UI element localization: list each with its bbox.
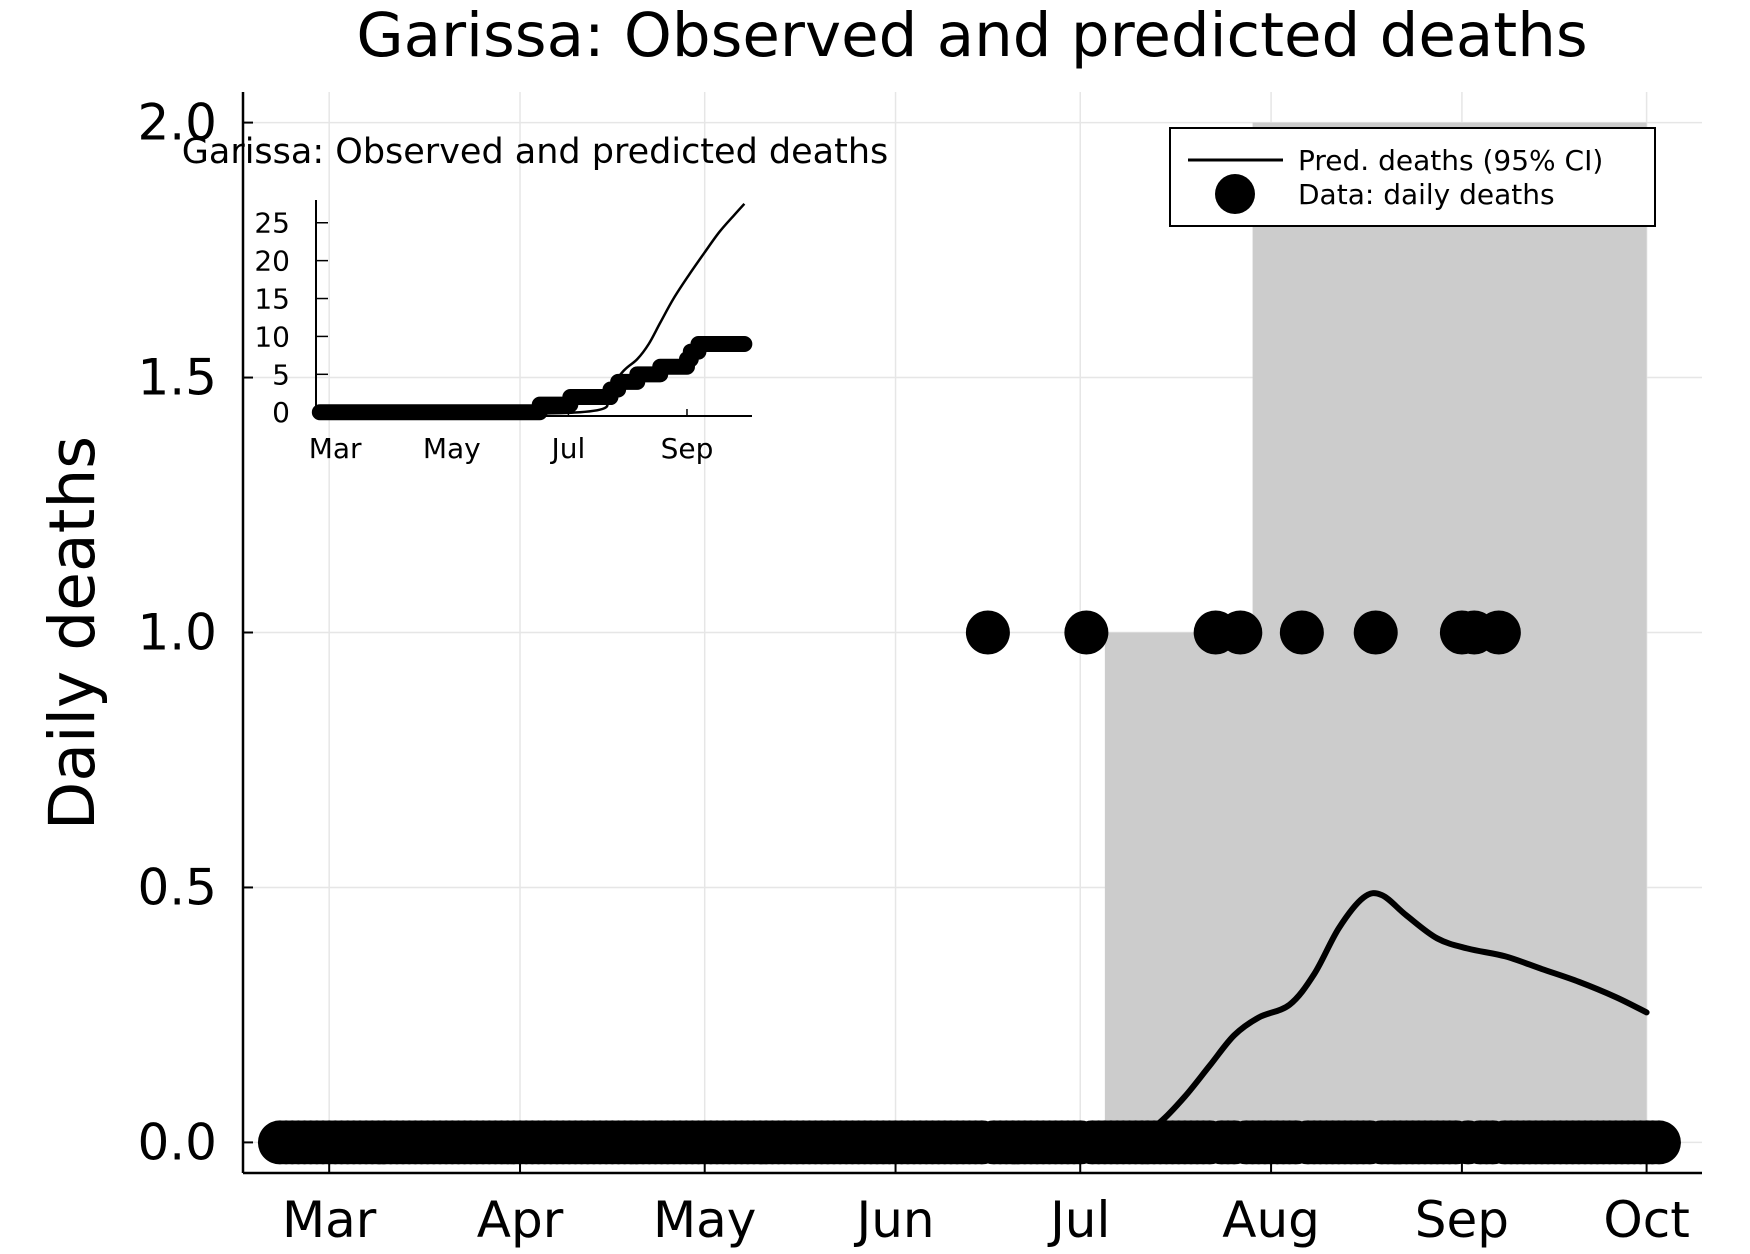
inset-axes: Mar May Jul Sep 0 5 10 15 20 25 — [254, 200, 752, 465]
x-tick-label: Apr — [477, 1191, 564, 1249]
observed-points-layer — [257, 610, 1681, 1165]
legend-box — [1169, 127, 1656, 227]
inset-x-tick-label: Sep — [661, 432, 714, 465]
x-tick-label: Aug — [1222, 1191, 1320, 1249]
inset-plot: Mar May Jul Sep 0 5 10 15 20 25 Garissa: Observed… — [182, 132, 889, 465]
inset-x-tick-label: Mar — [309, 432, 362, 465]
data-point — [1353, 610, 1398, 655]
y-tick-label: 1.5 — [137, 349, 217, 407]
main-axes: Mar Apr May Jun Jul Aug Sep Oct 0.0 0.5 1.0 1.5 2.0 — [137, 92, 1702, 1249]
inset-lines-layer — [311, 202, 753, 421]
prediction-line — [1114, 890, 1650, 1146]
chart-title: Garissa: Observed and predicted deaths — [356, 0, 1587, 71]
inset-y-tick-label: 20 — [254, 245, 290, 278]
main-plot: Mar Apr May Jun Jul Aug Sep Oct0.00.51.01.52.0 … — [36, 0, 1702, 1249]
x-tick-label: Oct — [1603, 1191, 1689, 1249]
data-point-zero — [1636, 1120, 1681, 1165]
y-tick-label: 1.0 — [137, 604, 217, 662]
data-point — [1476, 610, 1521, 655]
x-tick-label: Jul — [1047, 1191, 1110, 1249]
x-tick-label: Jun — [853, 1191, 934, 1249]
inset-y-tick-label: 0 — [272, 396, 290, 429]
data-point — [1064, 610, 1109, 655]
inset-y-tick-label: 5 — [272, 358, 290, 391]
legend-label-prediction: Pred. deaths (95% CI) — [1298, 144, 1603, 177]
data-point — [1218, 610, 1263, 655]
inset-observed-step — [311, 336, 753, 421]
x-tick-label: May — [653, 1191, 756, 1249]
legend-label-data: Data: daily deaths — [1298, 178, 1555, 211]
inset-x-tick-label: Jul — [550, 432, 586, 465]
inset-prediction-line — [319, 202, 746, 415]
x-tick-label: Mar — [282, 1191, 377, 1249]
inset-y-tick-label: 25 — [254, 207, 290, 240]
inset-title: Garissa: Observed and predicted deaths — [182, 132, 889, 172]
data-point — [965, 610, 1010, 655]
y-tick-label: 2.0 — [137, 94, 217, 152]
inset-x-tick-label: May — [423, 432, 481, 465]
x-tick-label: Sep — [1415, 1191, 1509, 1249]
legend: Pred. deaths (95% CI) Data: daily deaths — [1169, 127, 1656, 227]
y-tick-label: 0.5 — [137, 858, 217, 916]
y-tick-label: 0.0 — [137, 1113, 217, 1171]
prediction-line-layer — [1114, 890, 1650, 1146]
y-axis-label: Daily deaths — [36, 436, 109, 830]
inset-y-tick-label: 15 — [254, 283, 290, 316]
data-point — [1279, 610, 1324, 655]
legend-marker-swatch — [1215, 174, 1255, 214]
inset-y-tick-label: 10 — [254, 320, 290, 353]
